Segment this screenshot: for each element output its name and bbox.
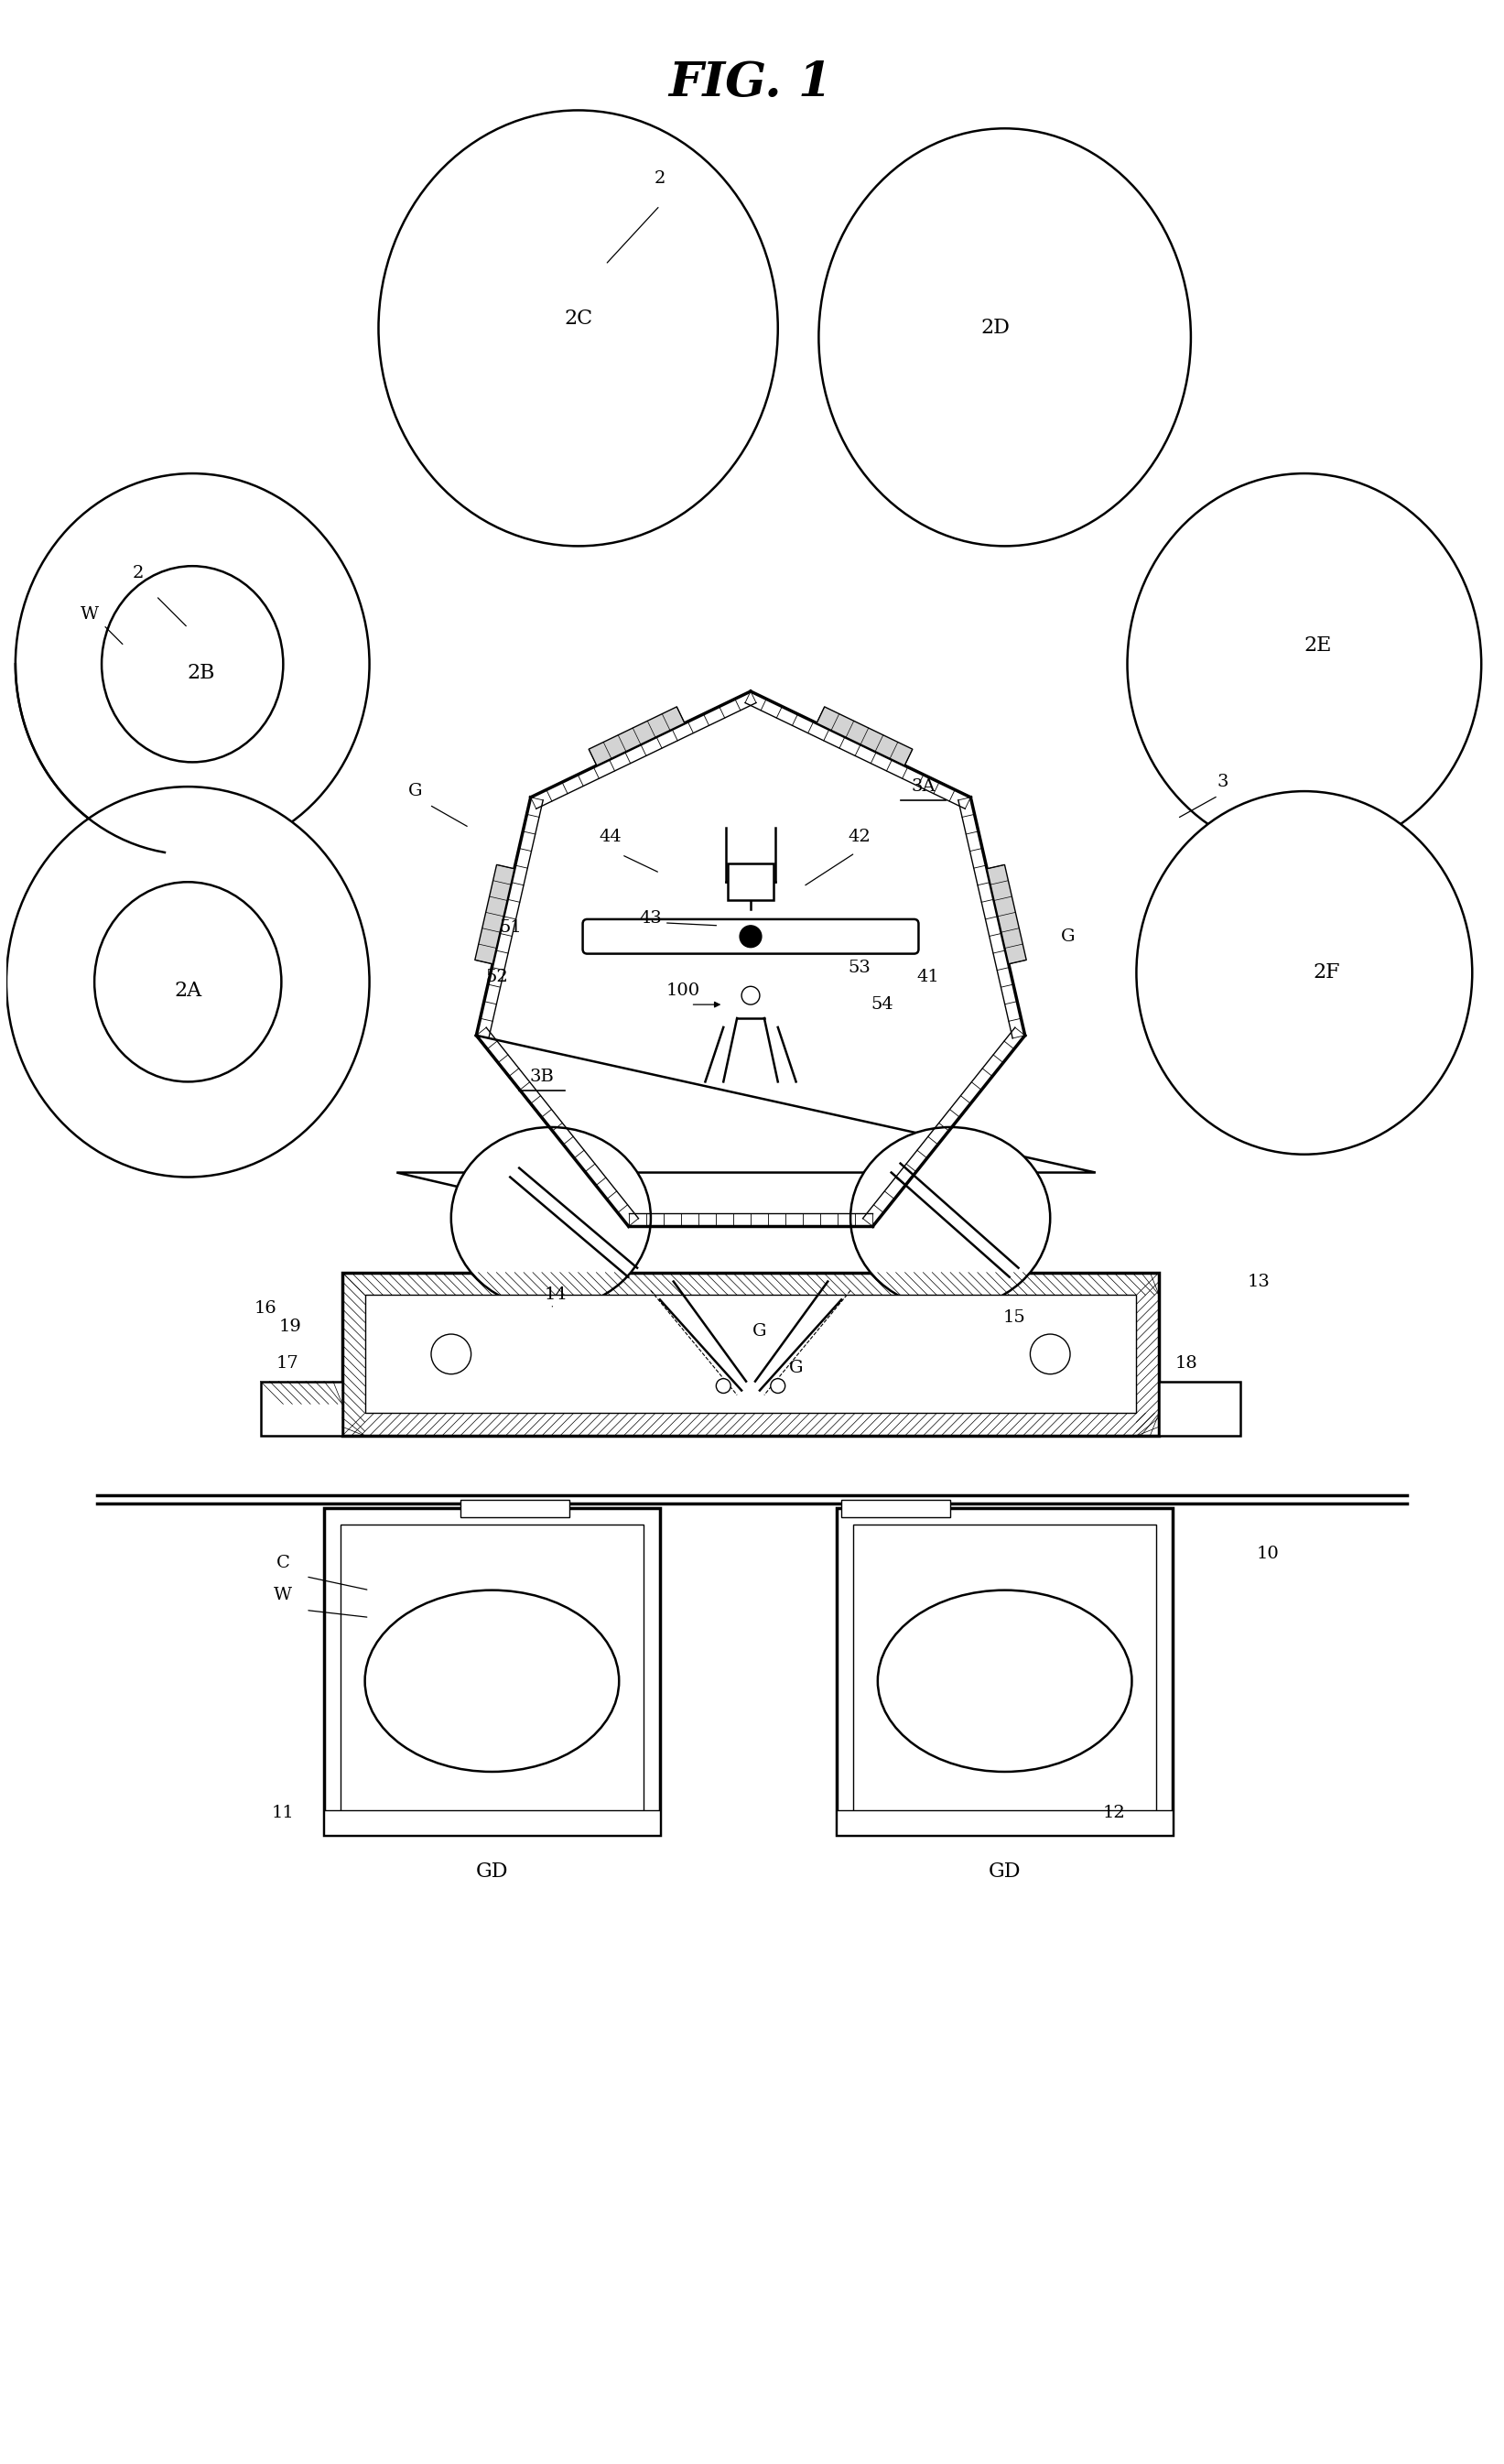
Bar xyxy=(323,1811,660,1836)
Text: G: G xyxy=(752,1323,767,1340)
Text: 53: 53 xyxy=(848,961,871,976)
Ellipse shape xyxy=(451,1126,651,1308)
Text: 10: 10 xyxy=(1257,1545,1280,1562)
Text: FIG. 1: FIG. 1 xyxy=(669,59,832,106)
Text: C: C xyxy=(277,1555,290,1572)
Ellipse shape xyxy=(6,786,370,1178)
Ellipse shape xyxy=(15,473,370,855)
Bar xyxy=(460,1501,569,1518)
Text: 2D: 2D xyxy=(981,318,1011,338)
Text: 12: 12 xyxy=(1102,1804,1125,1821)
Text: 13: 13 xyxy=(1247,1274,1271,1289)
Text: 16: 16 xyxy=(254,1301,277,1316)
Ellipse shape xyxy=(1128,473,1481,855)
Circle shape xyxy=(716,1380,731,1392)
Text: 2A: 2A xyxy=(174,981,202,1000)
Ellipse shape xyxy=(432,1333,471,1375)
Text: 11: 11 xyxy=(272,1804,295,1821)
Polygon shape xyxy=(817,707,913,766)
Bar xyxy=(340,1525,644,1818)
Polygon shape xyxy=(260,1382,343,1437)
Text: 2: 2 xyxy=(132,564,143,582)
Text: G: G xyxy=(1062,929,1075,944)
Polygon shape xyxy=(397,1035,1095,1227)
Bar xyxy=(343,1271,1160,1437)
Text: 42: 42 xyxy=(848,828,871,845)
Polygon shape xyxy=(1160,1382,1241,1437)
Text: 41: 41 xyxy=(916,968,938,986)
Text: 54: 54 xyxy=(871,995,893,1013)
Bar xyxy=(841,1501,951,1518)
Text: 2C: 2C xyxy=(564,308,593,330)
Bar xyxy=(323,1821,660,1836)
Bar xyxy=(836,1811,1173,1836)
Circle shape xyxy=(770,1380,785,1392)
Bar xyxy=(365,1296,1137,1414)
Text: 2: 2 xyxy=(654,170,666,187)
Text: 100: 100 xyxy=(666,983,701,1000)
Text: W: W xyxy=(81,606,99,623)
Circle shape xyxy=(741,986,760,1005)
Polygon shape xyxy=(477,692,1024,1227)
Text: 43: 43 xyxy=(639,909,662,926)
Ellipse shape xyxy=(850,1126,1050,1308)
Bar xyxy=(836,1508,1173,1836)
Bar xyxy=(836,1821,1173,1836)
Text: 15: 15 xyxy=(1003,1308,1026,1326)
Ellipse shape xyxy=(1030,1333,1071,1375)
FancyBboxPatch shape xyxy=(582,919,919,954)
Text: 2E: 2E xyxy=(1304,636,1333,655)
Ellipse shape xyxy=(818,128,1191,547)
Polygon shape xyxy=(588,707,684,766)
Text: 17: 17 xyxy=(277,1355,299,1372)
Text: 52: 52 xyxy=(486,968,508,986)
Text: GD: GD xyxy=(988,1860,1021,1882)
Text: 51: 51 xyxy=(499,919,522,936)
Ellipse shape xyxy=(95,882,281,1082)
Polygon shape xyxy=(987,865,1026,963)
Text: 19: 19 xyxy=(280,1318,302,1335)
Text: 44: 44 xyxy=(599,828,621,845)
Bar xyxy=(853,1525,1157,1818)
Bar xyxy=(728,865,773,899)
Text: 3B: 3B xyxy=(529,1069,553,1087)
Text: W: W xyxy=(274,1587,292,1604)
Text: 2B: 2B xyxy=(188,663,215,683)
Ellipse shape xyxy=(102,567,283,761)
Ellipse shape xyxy=(878,1589,1133,1772)
Text: GD: GD xyxy=(475,1860,508,1882)
Text: 18: 18 xyxy=(1175,1355,1197,1372)
Bar xyxy=(323,1508,660,1836)
Text: G: G xyxy=(790,1360,803,1375)
Ellipse shape xyxy=(379,111,778,547)
Text: G: G xyxy=(408,784,423,798)
Text: 2F: 2F xyxy=(1313,963,1340,983)
Text: 3: 3 xyxy=(1217,774,1229,791)
Text: 14: 14 xyxy=(544,1286,567,1303)
Ellipse shape xyxy=(365,1589,620,1772)
Ellipse shape xyxy=(1137,791,1472,1153)
Polygon shape xyxy=(475,865,514,963)
Circle shape xyxy=(740,926,761,946)
Text: 3A: 3A xyxy=(911,779,935,796)
